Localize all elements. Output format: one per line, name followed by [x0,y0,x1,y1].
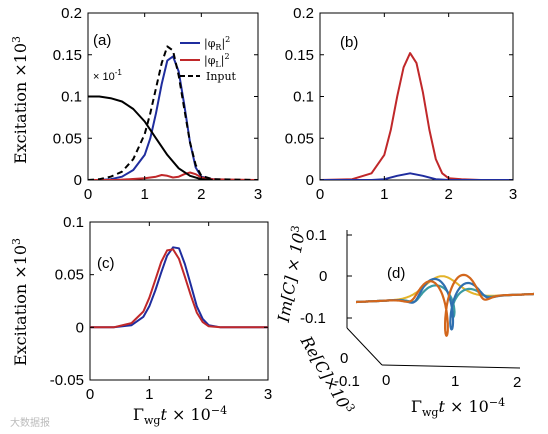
panel-b-label: (b) [340,34,358,51]
panel-a-legend: |φR|2 |φL|2 Input [180,35,237,83]
x-tick-label: 0 [86,386,94,403]
d-tick-label-depth-0: 0 [340,350,348,367]
x-tick-label: 2 [204,386,212,403]
legend-label-phi-l: |φL|2 [204,52,230,69]
x-tick-label: 1 [380,186,388,203]
panel-0-series-1 [88,171,258,180]
panel-c-lines [90,246,268,329]
y-tick-label: 0 [306,172,314,189]
panel-b-ticks: 0 1 2 3 0 0.05 0.1 0.15 0.2 [285,5,517,203]
y-tick-label: 0 [76,319,84,336]
panel-a-ticks: 0 1 2 3 0 0.05 0.1 0.15 0.2 [53,5,262,203]
d-axis-depth [346,327,383,366]
x-tick-label: 3 [254,186,262,203]
y-tick-label: 0.15 [53,47,82,64]
x-tick-label: 0 [316,186,324,203]
d-tick-label-depth-neg: -0.1 [334,373,360,390]
panel-0-series-3 [88,95,213,180]
legend-label-phi-r: |φR|2 [204,35,230,52]
y-tick-label: -0.05 [50,372,84,389]
d-ticks: 0.1 0 -0.1 0 -0.1 0 1 2 [300,227,521,391]
x-tick-label: 3 [509,186,517,203]
d-tick-label-x-1: 1 [451,373,459,390]
panel-a-annotation: × 10-1 [93,68,122,83]
panel-1-series-0 [320,52,513,180]
panel-d: 0.1 0 -0.1 0 -0.1 0 1 2 Im[C] × 103 Re[C… [273,224,534,419]
x-tick-label: 1 [145,386,153,403]
y-tick-label: 0.1 [63,214,84,231]
y-tick-label: 0.2 [293,5,314,22]
x-tick-label: 1 [140,186,148,203]
d-x-axis-label: Γwgt × 10−4 [411,396,505,419]
x-tick-label: 2 [197,186,205,203]
panel-2-series-1 [90,248,268,329]
panel-c-frame [89,221,269,381]
d-tick-label-z-mid: 0 [319,268,327,285]
panel-a-label: (a) [93,32,111,49]
panel-b: 0 1 2 3 0 0.05 0.1 0.15 0.2 (b) [285,5,517,203]
d-tick-label-z-top: 0.1 [306,227,327,244]
d-tick-label-z-bot: -0.1 [300,310,326,327]
panel-a-lines [88,45,258,180]
d-tick-label-x-0: 0 [382,372,390,389]
x-tick-label: 2 [444,186,452,203]
d-helix-curve [356,273,534,337]
watermark: 大数据报 [10,416,50,429]
panel-1-series-1 [320,172,513,180]
x-axis-label-c: Γwgt × 10−4 [133,404,227,427]
x-tick-label: 3 [264,386,272,403]
y-tick-label: 0.05 [285,130,314,147]
d-tick-label-x-2: 2 [513,374,521,391]
d-axis-time [381,364,521,369]
panel-0-series-2 [88,45,258,180]
y-axis-label-a: Excitation ×103 [10,36,30,164]
panel-a-frame [87,12,259,181]
y-axis-label-c: Excitation ×103 [10,238,30,366]
d-curves [356,273,534,337]
y-tick-label: 0.05 [55,267,84,284]
y-tick-label: 0.1 [61,89,82,106]
y-tick-label: 0 [74,172,82,189]
y-tick-label: 0.1 [293,89,314,106]
legend-label-input: Input [206,70,237,83]
y-tick-label: 0.2 [61,5,82,22]
panel-b-lines [320,52,513,180]
panel-c-label: (c) [97,255,115,272]
x-tick-label: 0 [84,186,92,203]
y-tick-label: 0.15 [285,47,314,64]
panel-d-label: (d) [387,265,405,282]
panel-a: 0 1 2 3 0 0.05 0.1 0.15 0.2 (a) × 10-1 |φR|2 |φL… [53,5,262,203]
y-tick-label: 0.05 [53,130,82,147]
